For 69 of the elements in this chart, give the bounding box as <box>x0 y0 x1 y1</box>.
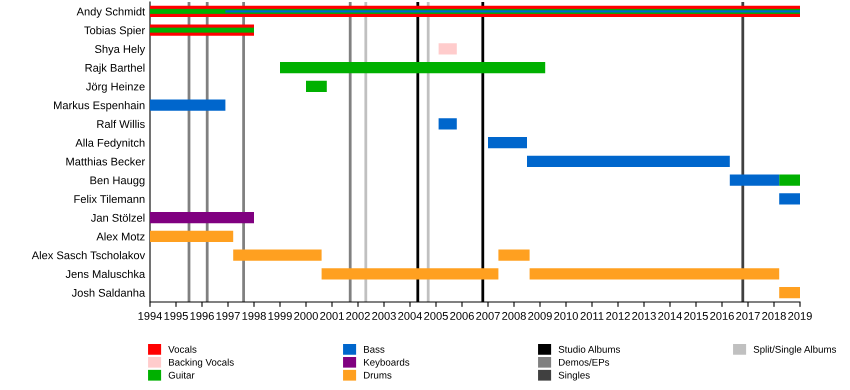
x-tick-label: 1997 <box>216 312 240 320</box>
bar <box>280 62 546 74</box>
x-tick-label: 2009 <box>528 312 552 320</box>
x-tick-label: 1999 <box>268 312 292 320</box>
y-tick-label: Josh Saldanha <box>72 288 146 297</box>
y-tick-label: Alla Fedynitch <box>75 138 144 149</box>
x-tick-label: 2002 <box>346 312 370 320</box>
legend-label: Studio Albums <box>558 346 620 353</box>
x-tick-label: 1994 <box>138 312 162 320</box>
x-tick-label: 2013 <box>632 312 656 320</box>
bar <box>150 212 254 224</box>
legend-label: Split/Single Albums <box>754 346 836 355</box>
x-tick-label: 2010 <box>554 312 578 320</box>
x-tick-label: 2011 <box>580 312 604 320</box>
legend-label: Drums <box>364 372 392 379</box>
bar <box>779 193 800 204</box>
legend-label: Singles <box>558 371 590 381</box>
y-tick-label: Markus Espenhain <box>54 101 144 112</box>
y-tick-label: Ben Haugg <box>90 176 144 186</box>
legend-label: Keyboards <box>364 358 410 368</box>
y-tick-label: Andy Schmidt <box>76 7 146 18</box>
legend-label: Backing Vocals <box>168 358 234 368</box>
x-tick-label: 1996 <box>190 312 214 320</box>
bar <box>233 250 322 261</box>
y-tick-label: Tobias Spier <box>84 26 145 36</box>
bar <box>527 156 730 167</box>
x-tick-label: 2001 <box>320 312 344 320</box>
y-tick-label: Alex Motz <box>96 232 145 241</box>
x-tick-label: 2007 <box>476 312 500 320</box>
y-tick-label: Felix Tilemann <box>74 194 144 204</box>
legend-label: Vocals <box>168 346 196 353</box>
y-tick-label: Matthias Becker <box>66 157 145 166</box>
legend-label: Bass <box>364 346 384 353</box>
x-tick-label: 2005 <box>424 312 448 320</box>
bar <box>322 268 498 280</box>
bar <box>150 100 226 111</box>
x-tick-label: 2018 <box>762 312 786 320</box>
bar <box>306 80 327 92</box>
bar <box>779 287 800 298</box>
x-tick-label: 2016 <box>710 312 734 320</box>
x-tick-label: 2003 <box>372 312 396 320</box>
bar <box>730 174 780 186</box>
x-tick-label: 1995 <box>164 312 188 320</box>
y-tick-label: Jan Stölzel <box>90 214 144 222</box>
legend-label: Demos/EPs <box>558 358 610 366</box>
legend-label: Guitar <box>168 371 195 379</box>
y-tick-label: Rajk Barthel <box>86 64 144 74</box>
y-tick-label: Alex Sasch Tscholakov <box>32 251 146 260</box>
x-tick-label: 2019 <box>788 312 812 320</box>
x-tick-label: 2017 <box>736 312 760 320</box>
x-tick-label: 1998 <box>242 312 266 320</box>
bar <box>779 174 800 186</box>
bar <box>438 43 457 54</box>
bar <box>150 230 234 242</box>
x-tick-label: 2014 <box>658 312 682 320</box>
x-tick-label: 2008 <box>502 312 526 320</box>
x-tick-label: 2000 <box>294 312 318 320</box>
bar <box>530 268 780 280</box>
y-tick-label: Jens Maluschka <box>66 270 146 278</box>
y-tick-label: Shya Hely <box>95 44 146 56</box>
bar <box>498 250 530 261</box>
bar <box>438 118 457 130</box>
x-tick-label: 2006 <box>450 312 474 320</box>
x-tick-label: 2004 <box>398 312 422 320</box>
y-tick-label: Jörg Heinze <box>86 82 145 93</box>
x-tick-label: 2012 <box>606 312 630 320</box>
x-tick-label: 2015 <box>684 312 708 320</box>
bar <box>488 137 527 148</box>
y-tick-label: Ralf Willis <box>97 120 145 128</box>
